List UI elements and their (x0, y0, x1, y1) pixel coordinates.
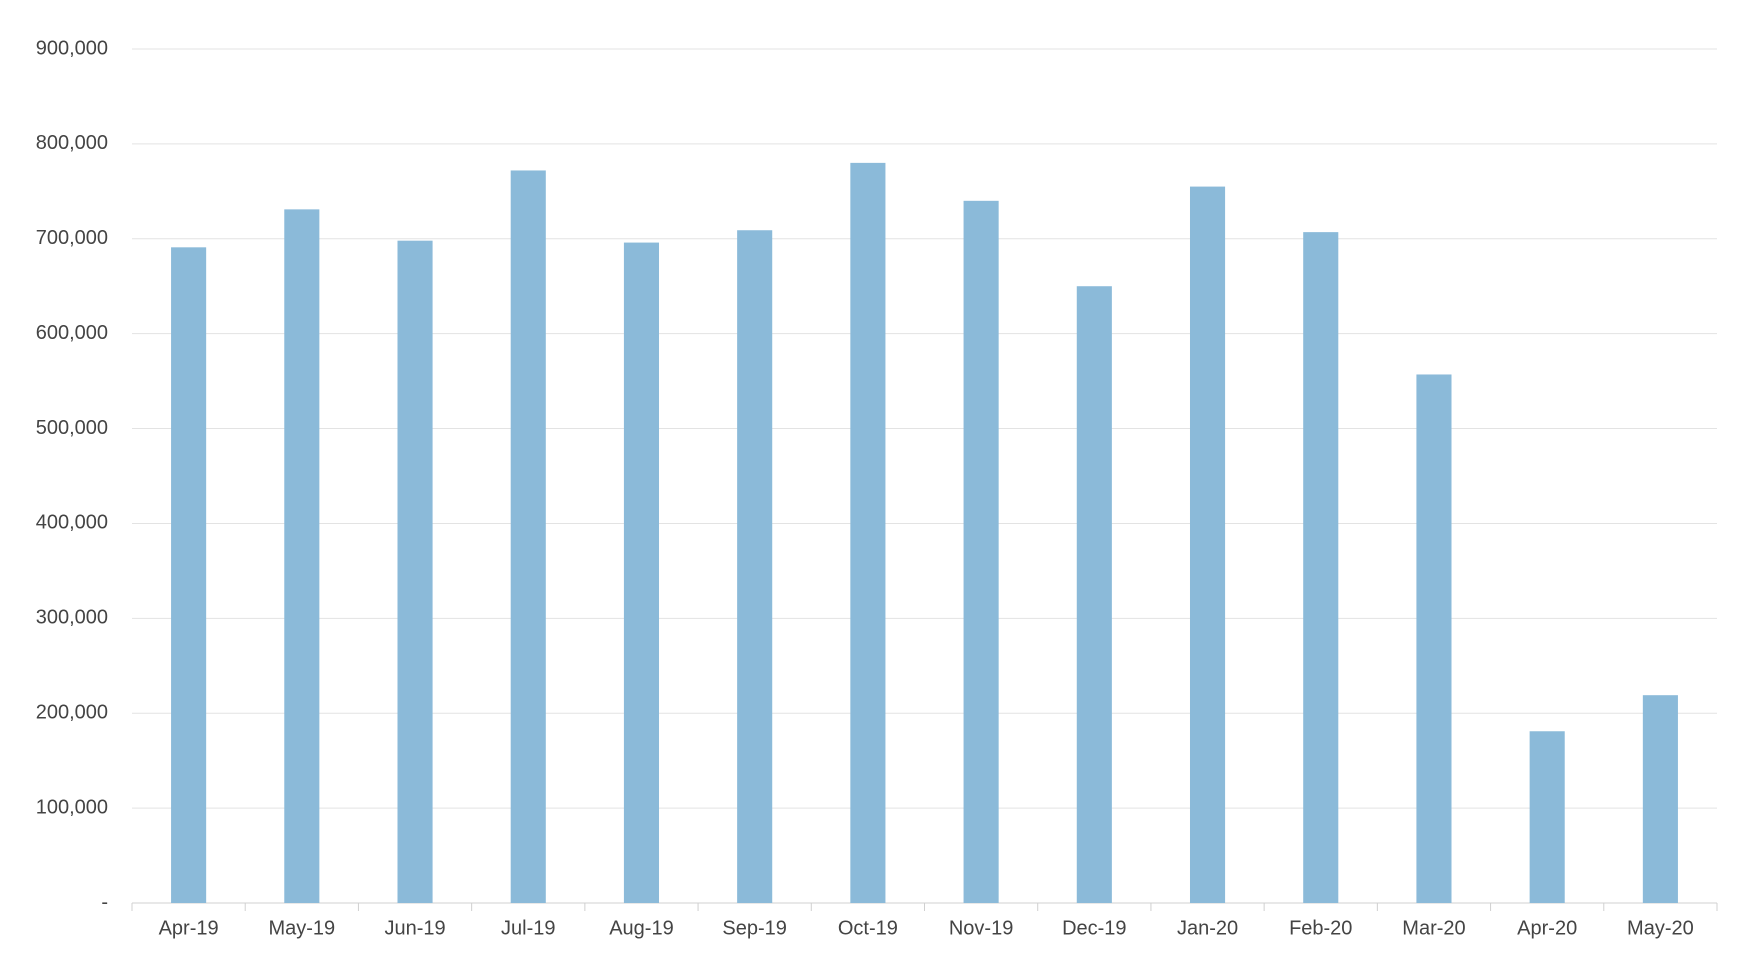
x-tick-label: Jun-19 (384, 917, 445, 939)
bar (1076, 286, 1112, 903)
y-tick-label: 600,000 (36, 322, 108, 344)
bar (284, 209, 320, 903)
x-tick-label: May-20 (1627, 917, 1694, 939)
x-tick-label: Oct-19 (838, 917, 898, 939)
bar (1529, 731, 1565, 903)
bar (397, 240, 433, 904)
y-tick-label: 100,000 (36, 796, 108, 818)
bar (963, 200, 999, 904)
x-tick-label: Apr-19 (159, 917, 219, 939)
y-tick-label: 500,000 (36, 417, 108, 439)
bar (1416, 374, 1452, 904)
y-tick-label: - (101, 891, 108, 913)
bar (510, 170, 546, 904)
bar (171, 247, 207, 904)
x-tick-label: May-19 (268, 917, 335, 939)
y-tick-label: 700,000 (36, 227, 108, 249)
x-tick-label: Mar-20 (1402, 917, 1465, 939)
x-tick-label: Sep-19 (722, 917, 787, 939)
y-tick-label: 800,000 (36, 132, 108, 154)
bar (1303, 232, 1339, 903)
x-tick-label: Feb-20 (1289, 917, 1352, 939)
bar (737, 230, 773, 903)
x-tick-label: Nov-19 (949, 917, 1013, 939)
x-tick-label: Jul-19 (501, 917, 555, 939)
bar (850, 162, 886, 903)
bar (1642, 695, 1678, 903)
y-tick-label: 300,000 (36, 607, 108, 629)
bar (1189, 186, 1226, 904)
x-tick-label: Jan-20 (1177, 917, 1238, 939)
bar (623, 242, 660, 903)
y-tick-label: 400,000 (36, 512, 108, 534)
y-tick-label: 900,000 (36, 37, 108, 59)
y-tick-label: 200,000 (36, 702, 108, 724)
x-tick-label: Dec-19 (1062, 917, 1126, 939)
x-tick-label: Aug-19 (609, 917, 674, 939)
x-tick-label: Apr-20 (1517, 917, 1577, 939)
